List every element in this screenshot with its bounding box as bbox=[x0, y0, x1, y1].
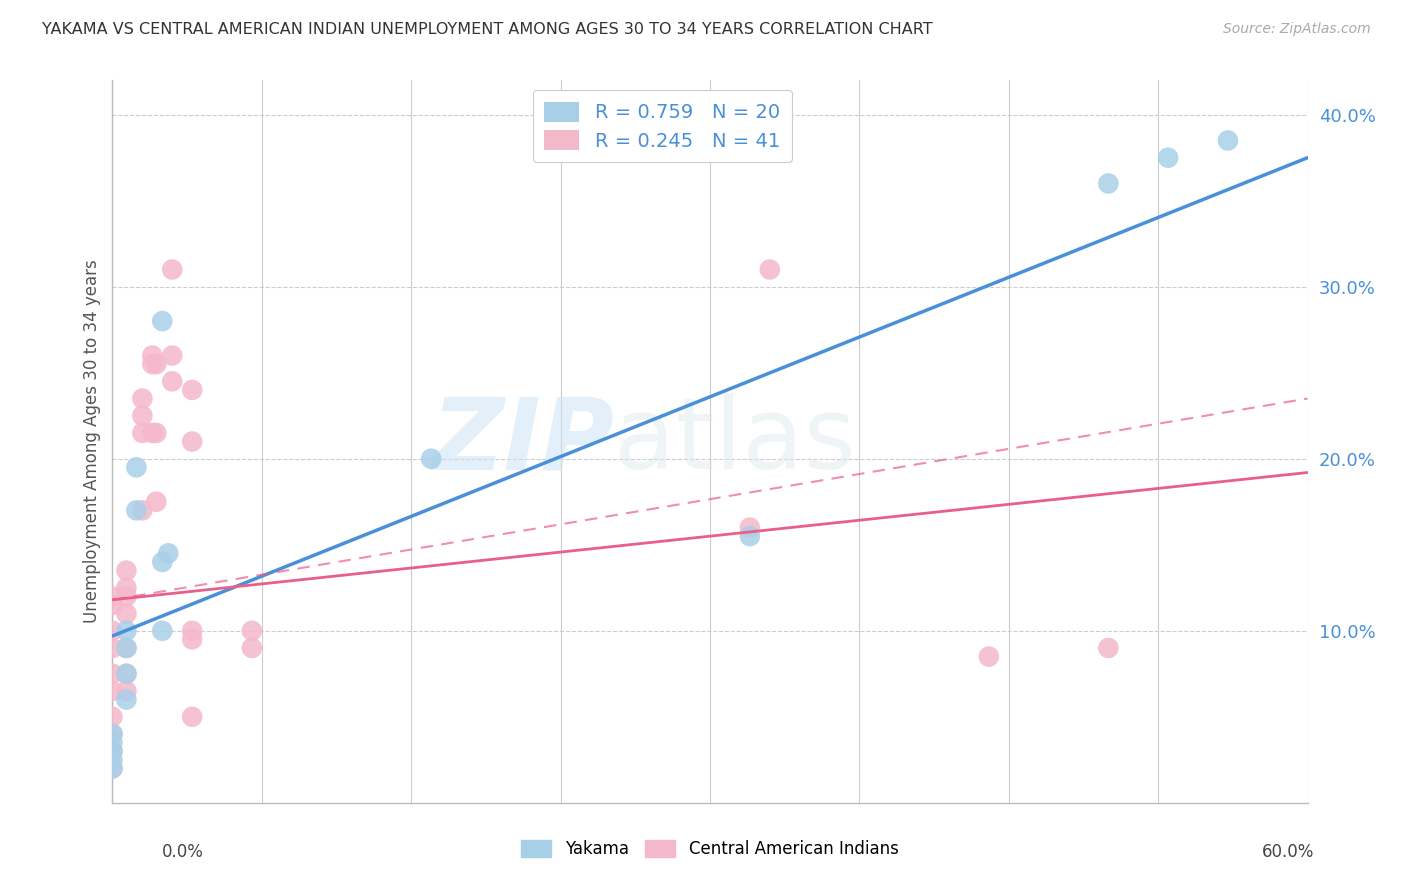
Point bbox=[1097, 640, 1119, 655]
Point bbox=[115, 692, 138, 706]
Point bbox=[131, 425, 153, 440]
Point bbox=[240, 624, 263, 638]
Point bbox=[115, 684, 138, 698]
Point bbox=[738, 520, 761, 534]
Point bbox=[150, 624, 173, 638]
Point bbox=[1097, 177, 1119, 191]
Point bbox=[181, 710, 204, 724]
Point bbox=[141, 349, 163, 363]
Point bbox=[738, 529, 761, 543]
Point bbox=[115, 590, 138, 604]
Point bbox=[101, 666, 124, 681]
Point bbox=[150, 555, 173, 569]
Point bbox=[101, 684, 124, 698]
Point bbox=[115, 666, 138, 681]
Point bbox=[420, 451, 443, 466]
Y-axis label: Unemployment Among Ages 30 to 34 years: Unemployment Among Ages 30 to 34 years bbox=[83, 260, 101, 624]
Point bbox=[150, 314, 173, 328]
Point bbox=[759, 262, 782, 277]
Point bbox=[977, 649, 1000, 664]
Point bbox=[157, 546, 180, 560]
Point bbox=[101, 640, 124, 655]
Point bbox=[115, 624, 138, 638]
Point bbox=[115, 640, 138, 655]
Text: 0.0%: 0.0% bbox=[162, 843, 204, 861]
Point bbox=[101, 710, 124, 724]
Point bbox=[162, 349, 183, 363]
Text: 60.0%: 60.0% bbox=[1263, 843, 1315, 861]
Point bbox=[141, 425, 163, 440]
Legend: R = 0.759   N = 20, R = 0.245   N = 41: R = 0.759 N = 20, R = 0.245 N = 41 bbox=[533, 90, 792, 162]
Point bbox=[115, 640, 138, 655]
Point bbox=[240, 640, 263, 655]
Point bbox=[131, 409, 153, 423]
Point bbox=[162, 375, 183, 389]
Point bbox=[101, 744, 124, 758]
Point bbox=[145, 425, 167, 440]
Point bbox=[181, 434, 204, 449]
Point bbox=[115, 564, 138, 578]
Point bbox=[101, 727, 124, 741]
Point bbox=[181, 624, 204, 638]
Text: atlas: atlas bbox=[614, 393, 856, 490]
Text: ZIP: ZIP bbox=[432, 393, 614, 490]
Point bbox=[101, 761, 124, 775]
Point bbox=[141, 357, 163, 371]
Point bbox=[115, 607, 138, 621]
Point bbox=[145, 494, 167, 508]
Point bbox=[181, 632, 204, 647]
Point bbox=[101, 761, 124, 775]
Point bbox=[101, 590, 124, 604]
Point bbox=[101, 598, 124, 612]
Point bbox=[101, 727, 124, 741]
Point bbox=[125, 503, 148, 517]
Text: Source: ZipAtlas.com: Source: ZipAtlas.com bbox=[1223, 22, 1371, 37]
Point bbox=[115, 666, 138, 681]
Point bbox=[131, 392, 153, 406]
Point bbox=[162, 262, 183, 277]
Point bbox=[181, 383, 204, 397]
Point bbox=[101, 753, 124, 767]
Point bbox=[1216, 133, 1239, 147]
Point bbox=[1157, 151, 1180, 165]
Point bbox=[145, 357, 167, 371]
Text: YAKAMA VS CENTRAL AMERICAN INDIAN UNEMPLOYMENT AMONG AGES 30 TO 34 YEARS CORRELA: YAKAMA VS CENTRAL AMERICAN INDIAN UNEMPL… bbox=[42, 22, 932, 37]
Point bbox=[115, 581, 138, 595]
Point bbox=[101, 624, 124, 638]
Point bbox=[131, 503, 153, 517]
Point bbox=[101, 735, 124, 749]
Point bbox=[125, 460, 148, 475]
Point bbox=[101, 744, 124, 758]
